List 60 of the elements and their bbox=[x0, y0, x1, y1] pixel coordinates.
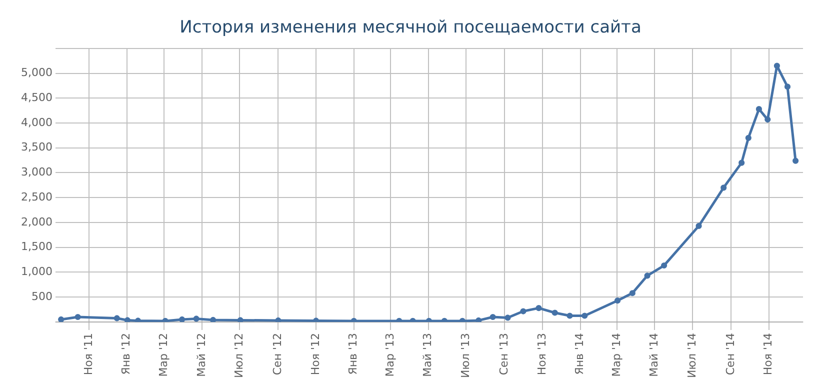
x-tick-label: Янв '12 bbox=[120, 332, 133, 375]
point bbox=[193, 316, 200, 322]
x-tick-label: Ноя '14 bbox=[762, 332, 775, 376]
point bbox=[520, 308, 526, 314]
point bbox=[114, 315, 120, 322]
point bbox=[275, 317, 282, 322]
x-tick-label: Мар '13 bbox=[383, 332, 396, 377]
chart-title: История изменения месячной посещаемости сайта bbox=[180, 18, 642, 38]
y-tick-label: 4,500 bbox=[20, 91, 52, 104]
point bbox=[237, 317, 244, 322]
x-tick-label: Мар '12 bbox=[156, 332, 170, 377]
point bbox=[476, 317, 482, 322]
x-tick-label: Сен '12 bbox=[271, 332, 284, 376]
point bbox=[74, 314, 81, 320]
x-tick-label: Ноя '11 bbox=[82, 332, 95, 376]
point bbox=[756, 106, 762, 112]
x-tick-label: Янв '13 bbox=[346, 332, 360, 375]
x-tick-label: Июл '13 bbox=[459, 332, 472, 378]
y-tick-label: 500 bbox=[31, 290, 52, 303]
x-tick-label: Июл '12 bbox=[232, 332, 246, 378]
y-tick-label: 2,000 bbox=[20, 215, 52, 228]
point bbox=[720, 184, 727, 191]
x-tick-label: Ноя '13 bbox=[535, 332, 548, 376]
y-tick-label: 5,000 bbox=[20, 66, 52, 80]
y-tick-label: 4,000 bbox=[20, 116, 52, 129]
x-tick-label: Июл '14 bbox=[685, 332, 698, 378]
point bbox=[210, 316, 216, 322]
point bbox=[784, 84, 791, 90]
point bbox=[552, 310, 558, 316]
x-tick-label: Май '14 bbox=[648, 332, 661, 377]
x-tick-label: Янв '14 bbox=[573, 332, 586, 375]
x-tick-label: Мар '14 bbox=[610, 332, 623, 377]
y-tick-label: 3,000 bbox=[20, 166, 52, 179]
x-tick-label: Май '13 bbox=[421, 332, 434, 377]
point bbox=[178, 316, 186, 322]
y-tick-label: 1,000 bbox=[20, 265, 52, 278]
point bbox=[774, 62, 780, 69]
point bbox=[696, 222, 702, 230]
point bbox=[582, 312, 588, 319]
y-tick-label: 2,500 bbox=[20, 190, 52, 204]
point bbox=[738, 160, 745, 166]
point bbox=[792, 158, 799, 164]
point bbox=[644, 272, 650, 279]
x-tick-label: Сен '13 bbox=[497, 332, 510, 376]
x-tick-label: Ноя '12 bbox=[308, 332, 322, 376]
point bbox=[536, 304, 542, 312]
point bbox=[660, 262, 668, 269]
point bbox=[566, 312, 573, 319]
y-tick-label: 1,500 bbox=[20, 240, 52, 254]
x-tick-label: Май '12 bbox=[194, 332, 208, 377]
point bbox=[490, 314, 496, 320]
point bbox=[614, 298, 621, 304]
point bbox=[58, 316, 64, 322]
y-tick-label: 3,500 bbox=[20, 140, 52, 154]
x-tick-label: Сен '14 bbox=[724, 332, 737, 376]
point bbox=[629, 290, 636, 296]
point bbox=[124, 317, 130, 322]
point bbox=[504, 314, 511, 321]
point bbox=[745, 134, 752, 141]
point bbox=[764, 116, 771, 123]
